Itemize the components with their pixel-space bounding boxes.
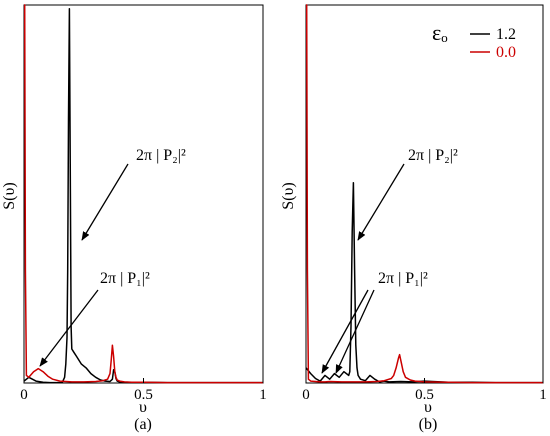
- panel-a-annotation-p2: 2π | P₂|²: [136, 147, 186, 164]
- panel-a-caption: (a): [134, 416, 152, 433]
- panel-a-annotation-p1: 2π | P₁|²: [100, 270, 150, 287]
- panel-b-series-eps-0-0: [305, 4, 543, 384]
- legend: εₒ 1.2 0.0: [432, 20, 516, 61]
- panel-b-x-tick-label: 0.5: [415, 387, 434, 403]
- panel-a-x-tick-label: 0.5: [134, 387, 153, 403]
- panel-b-annotation-p1: 2π | P₁|²: [378, 270, 428, 287]
- panel-a-frame: [23, 4, 264, 384]
- panel-a-x-tick-label: 1: [259, 387, 267, 403]
- panel-a-series-eps-0-0: [23, 4, 263, 384]
- panel-b-x-tick-label: 1: [539, 387, 547, 403]
- panel-a-x-tick-label: 0: [20, 387, 28, 403]
- legend-title: εₒ: [432, 20, 448, 45]
- panel-b-arrow-p2: [357, 163, 405, 241]
- panel-b-arrow-p1b: [335, 289, 375, 374]
- panel-a-y-axis-label: S(υ): [1, 182, 18, 209]
- panel-a-arrow-p2: [81, 163, 129, 241]
- panel-a-arrow-p1: [39, 289, 99, 367]
- panel-a-series-eps-1-2: [23, 8, 263, 384]
- panel-b-frame: [305, 4, 544, 384]
- panel-a: 0 0.5 1 S(υ) υ (a) 2π | P₂|² 2π | P₁|²: [1, 4, 267, 433]
- panel-b: 0 0.5 1 S(υ) υ (b) 2π | P₂|² 2π | P₁|² εₒ …: [280, 4, 547, 433]
- panel-b-x-tick-label: 0: [302, 387, 310, 403]
- panel-b-annotation-p2: 2π | P₂|²: [408, 147, 458, 164]
- panel-b-x-axis-label: υ: [424, 399, 432, 416]
- legend-label-1: 1.2: [496, 26, 516, 43]
- panel-b-caption: (b): [419, 416, 438, 433]
- legend-label-2: 0.0: [496, 44, 516, 61]
- panel-b-arrow-p1a: [321, 289, 369, 374]
- panel-b-y-axis-label: S(υ): [280, 182, 297, 209]
- panel-a-x-axis-label: υ: [139, 399, 147, 416]
